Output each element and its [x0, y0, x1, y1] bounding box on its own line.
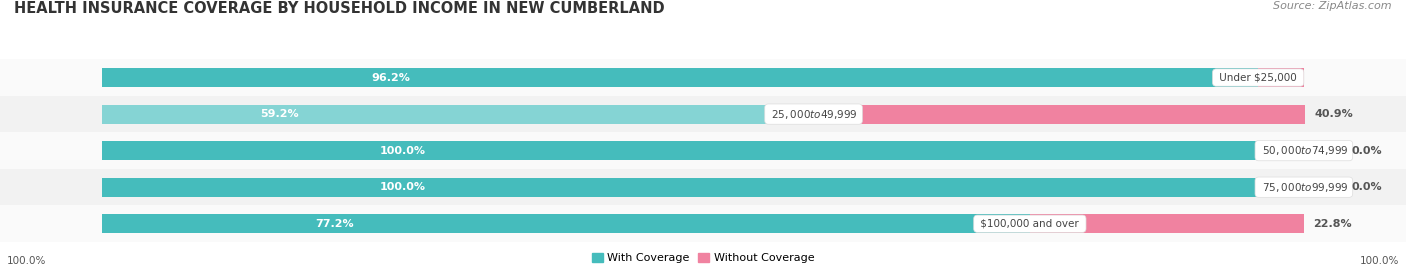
- Text: 100.0%: 100.0%: [1360, 256, 1399, 266]
- Text: $100,000 and over: $100,000 and over: [977, 219, 1083, 229]
- Bar: [1029, 214, 1303, 233]
- Bar: [103, 68, 1258, 87]
- Text: $75,000 to $99,999: $75,000 to $99,999: [1258, 181, 1348, 194]
- Bar: [1258, 68, 1303, 87]
- Bar: [103, 141, 1303, 160]
- Bar: [103, 178, 1303, 197]
- Text: 22.8%: 22.8%: [1313, 219, 1353, 229]
- Text: 77.2%: 77.2%: [315, 219, 353, 229]
- Bar: [0, 169, 1406, 206]
- Bar: [0, 96, 1406, 132]
- Legend: With Coverage, Without Coverage: With Coverage, Without Coverage: [592, 253, 814, 263]
- Bar: [0, 206, 1406, 242]
- Text: 59.2%: 59.2%: [260, 109, 299, 119]
- Text: HEALTH INSURANCE COVERAGE BY HOUSEHOLD INCOME IN NEW CUMBERLAND: HEALTH INSURANCE COVERAGE BY HOUSEHOLD I…: [14, 1, 665, 16]
- Bar: [103, 214, 1029, 233]
- Text: $50,000 to $74,999: $50,000 to $74,999: [1258, 144, 1348, 157]
- Text: 100.0%: 100.0%: [380, 182, 426, 192]
- Bar: [0, 132, 1406, 169]
- Bar: [0, 59, 1406, 96]
- Text: Under $25,000: Under $25,000: [1216, 73, 1301, 83]
- Text: 0.0%: 0.0%: [1353, 182, 1382, 192]
- Text: Source: ZipAtlas.com: Source: ZipAtlas.com: [1274, 1, 1392, 11]
- Text: 40.9%: 40.9%: [1315, 109, 1354, 119]
- Text: 100.0%: 100.0%: [7, 256, 46, 266]
- Bar: [814, 105, 1305, 123]
- Text: 96.2%: 96.2%: [371, 73, 411, 83]
- Text: 100.0%: 100.0%: [380, 146, 426, 156]
- Text: $25,000 to $49,999: $25,000 to $49,999: [769, 108, 859, 121]
- Bar: [103, 105, 814, 123]
- Text: 0.0%: 0.0%: [1353, 146, 1382, 156]
